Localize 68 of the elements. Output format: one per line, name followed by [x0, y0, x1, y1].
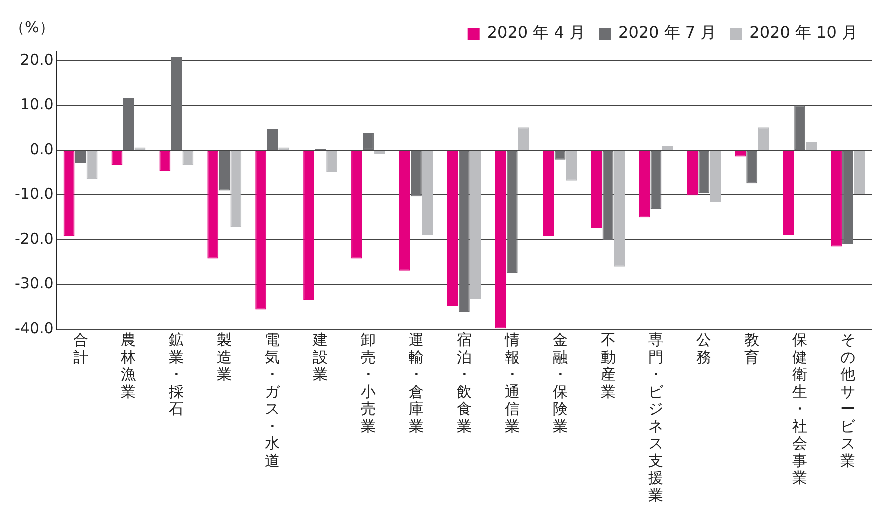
bar	[518, 128, 530, 150]
bar	[687, 150, 698, 196]
bar	[86, 150, 98, 180]
bar	[447, 150, 458, 306]
bar	[208, 150, 219, 259]
bar	[506, 150, 518, 274]
bar	[602, 150, 614, 240]
bar	[746, 150, 758, 184]
bar	[735, 150, 746, 157]
bar	[422, 150, 434, 236]
x-tick-label: 不動産業	[600, 331, 616, 401]
bar	[495, 150, 506, 329]
x-tick-label: その他サービス業	[840, 331, 857, 470]
bar	[123, 98, 134, 150]
category-label: 保健衛生・社会事業	[792, 331, 808, 488]
legend-label: 2020 年 7 月	[618, 23, 717, 42]
x-tick-label: 運輸・倉庫業	[408, 331, 424, 436]
bar	[842, 150, 854, 244]
y-tick-label: 0.0	[30, 140, 54, 158]
x-tick-label: 鉱業・採石	[169, 331, 184, 418]
x-tick-label: 製造業	[217, 331, 232, 384]
bar	[566, 150, 578, 181]
bar	[650, 150, 662, 210]
bar	[831, 150, 842, 247]
bar	[352, 150, 362, 259]
x-tick-label: 宿泊・飲食業	[456, 331, 472, 436]
bar	[794, 106, 806, 150]
x-tick-label: 合計	[73, 331, 88, 366]
bar	[639, 150, 650, 218]
bar	[758, 128, 770, 150]
legend-label: 2020 年 4 月	[487, 23, 586, 42]
bar	[710, 150, 722, 202]
y-tick-label: -40.0	[15, 319, 54, 338]
bar	[543, 150, 554, 236]
legend-label: 2020 年 10 月	[750, 23, 858, 42]
x-tick-label: 卸売・小売業	[361, 331, 376, 436]
bar	[64, 150, 75, 236]
y-tick-label: -20.0	[15, 230, 54, 248]
y-tick-label: -30.0	[15, 274, 54, 293]
bar	[326, 150, 338, 172]
y-tick-label: 10.0	[20, 96, 54, 114]
bar	[304, 150, 315, 300]
bar	[230, 150, 242, 228]
bar	[614, 150, 626, 267]
bar	[698, 150, 710, 193]
y-tick-label: -10.0	[15, 185, 54, 204]
bar	[399, 150, 410, 271]
x-tick-label: 情報・通信業	[504, 331, 520, 436]
bar	[219, 150, 230, 191]
x-tick-label: 教育	[744, 331, 760, 366]
bar	[256, 150, 267, 310]
x-tick-label: 公務	[696, 331, 712, 366]
bar	[171, 57, 182, 150]
bar	[470, 150, 482, 300]
bar	[783, 150, 794, 236]
x-tick-label: 建設業	[312, 331, 328, 384]
bar	[854, 150, 865, 194]
bar	[160, 150, 171, 172]
y-axis-title: （%）	[10, 18, 54, 36]
x-tick-label: 電気・ガス・水道	[265, 331, 282, 470]
bar	[591, 150, 602, 228]
x-tick-label: 農林漁業	[120, 331, 136, 401]
bar	[458, 150, 470, 312]
category-label: 専門・ビジネス支援業	[648, 331, 664, 504]
bar	[410, 150, 422, 197]
bar	[267, 128, 278, 150]
y-tick-label: 20.0	[20, 50, 54, 69]
x-tick-label: 金融・保険業	[552, 331, 568, 436]
